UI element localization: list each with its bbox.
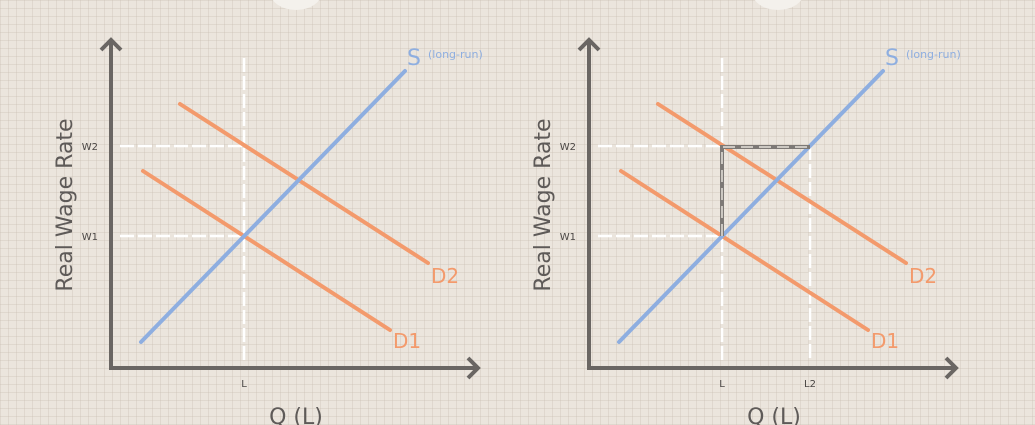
x-tick-l: L bbox=[241, 379, 247, 390]
y-tick-w2: W2 bbox=[560, 142, 576, 153]
y-tick-w1: W1 bbox=[560, 232, 576, 243]
supply-label: S bbox=[407, 46, 421, 71]
y-axis-label: Real Wage Rate bbox=[53, 118, 78, 291]
demand-curve-d1 bbox=[141, 169, 392, 332]
supply-curve bbox=[617, 69, 885, 344]
supply-note: (long-run) bbox=[906, 48, 961, 61]
demand-label-d2: D2 bbox=[909, 264, 937, 288]
demand-curve-d1 bbox=[619, 169, 870, 332]
demand-label-d1: D1 bbox=[393, 329, 421, 353]
x-axis-label: Q (L) bbox=[747, 405, 801, 425]
x-axis-arrow bbox=[466, 356, 481, 380]
x-axis-arrow bbox=[944, 356, 959, 380]
demand-curve-d2 bbox=[178, 102, 430, 265]
supply-label: S bbox=[885, 46, 899, 71]
right-panel: W2 W1 L L2 Real Wage Rate Q (L) S (long-… bbox=[531, 37, 961, 425]
demand-label-d2: D2 bbox=[431, 264, 459, 288]
axes bbox=[587, 40, 956, 370]
x-tick-l2: L2 bbox=[804, 379, 816, 390]
y-axis-label: Real Wage Rate bbox=[531, 118, 556, 291]
y-tick-w2: W2 bbox=[82, 142, 98, 153]
supply-curve bbox=[139, 69, 407, 344]
decorative-circle bbox=[272, 0, 320, 10]
left-panel: W2 W1 L Real Wage Rate Q (L) S (long-run… bbox=[53, 37, 483, 425]
y-axis-arrow bbox=[99, 37, 123, 52]
decorative-circle bbox=[754, 0, 802, 10]
y-tick-w1: W1 bbox=[82, 232, 98, 243]
demand-curve-d2 bbox=[656, 102, 908, 265]
y-axis-arrow bbox=[577, 37, 601, 52]
x-tick-l: L bbox=[719, 379, 725, 390]
supply-note: (long-run) bbox=[428, 48, 483, 61]
x-axis-label: Q (L) bbox=[269, 405, 323, 425]
wage-shift-bracket-dash bbox=[721, 146, 810, 236]
axes bbox=[109, 40, 478, 370]
demand-label-d1: D1 bbox=[871, 329, 899, 353]
